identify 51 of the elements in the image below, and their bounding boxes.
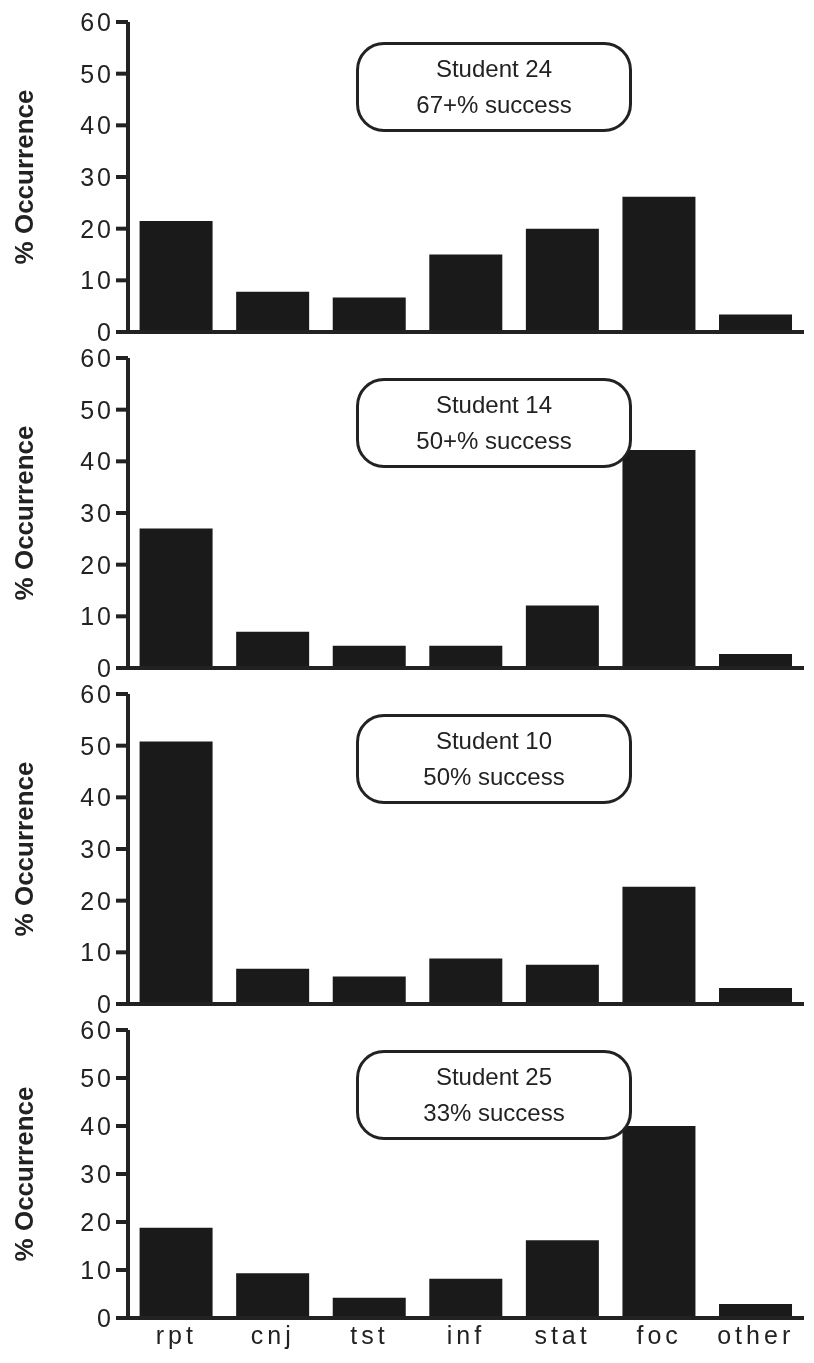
- annotation: Student 10: [434, 726, 554, 756]
- y-tick-label: 10: [80, 938, 114, 967]
- y-tick-label: 60: [80, 343, 114, 372]
- annotation: Student 25: [434, 1062, 554, 1092]
- x-tick-label: tst: [350, 1320, 389, 1349]
- y-tick-label: 10: [80, 1255, 114, 1284]
- y-axis-title: % Occurrence: [9, 1086, 40, 1262]
- y-tick-label: 0: [97, 989, 114, 1018]
- y-tick-label: 30: [80, 834, 114, 863]
- y-tick-label: 20: [80, 1207, 114, 1236]
- rounded-frame: Student 25 33% success: [356, 1050, 632, 1140]
- y-tick-label: 10: [80, 602, 114, 631]
- annotation: 50+% success: [415, 426, 573, 456]
- y-tick-label: 40: [80, 1111, 114, 1140]
- x-tick-label: foc: [636, 1320, 682, 1349]
- y-tick-label: 0: [97, 1303, 114, 1332]
- y-tick-label: 20: [80, 550, 114, 579]
- x-tick-label: inf: [446, 1320, 486, 1349]
- y-tick-label: 40: [80, 783, 114, 812]
- y-tick-label: 40: [80, 111, 114, 140]
- y-tick-label: 20: [80, 886, 114, 915]
- y-tick-label: 20: [80, 214, 114, 243]
- y-tick-label: 30: [80, 1159, 114, 1188]
- y-axis-title: % Occurrence: [9, 89, 40, 265]
- x-tick-label: cnj: [250, 1320, 295, 1349]
- y-tick-label: 50: [80, 395, 114, 424]
- annotation: Student 14: [434, 390, 554, 420]
- x-tick-label: other: [717, 1320, 795, 1349]
- rounded-frame: Student 24 67+% success: [356, 42, 632, 132]
- rounded-frame: Student 10 50% success: [356, 714, 632, 804]
- y-tick-label: 0: [97, 653, 114, 682]
- annotation: 50% success: [422, 762, 566, 792]
- y-tick-label: 50: [80, 59, 114, 88]
- y-tick-label: 50: [80, 1063, 114, 1092]
- annotation: Student 24: [434, 54, 554, 84]
- annotation: 67+% success: [415, 90, 573, 120]
- y-tick-label: 60: [80, 679, 114, 708]
- y-tick-label: 60: [80, 1015, 114, 1044]
- annotation: 33% success: [422, 1098, 566, 1128]
- y-axis-title: % Occurrence: [9, 761, 40, 937]
- y-axis-title: % Occurrence: [9, 425, 40, 601]
- y-tick-label: 50: [80, 731, 114, 760]
- y-tick-label: 10: [80, 266, 114, 295]
- x-tick-label: rpt: [155, 1320, 197, 1349]
- y-tick-label: 30: [80, 162, 114, 191]
- y-tick-label: 30: [80, 498, 114, 527]
- rounded-frame: Student 14 50+% success: [356, 378, 632, 468]
- y-tick-label: 40: [80, 447, 114, 476]
- x-tick-label: stat: [534, 1320, 591, 1349]
- y-tick-label: 60: [80, 7, 114, 36]
- y-tick-label: 0: [97, 317, 114, 346]
